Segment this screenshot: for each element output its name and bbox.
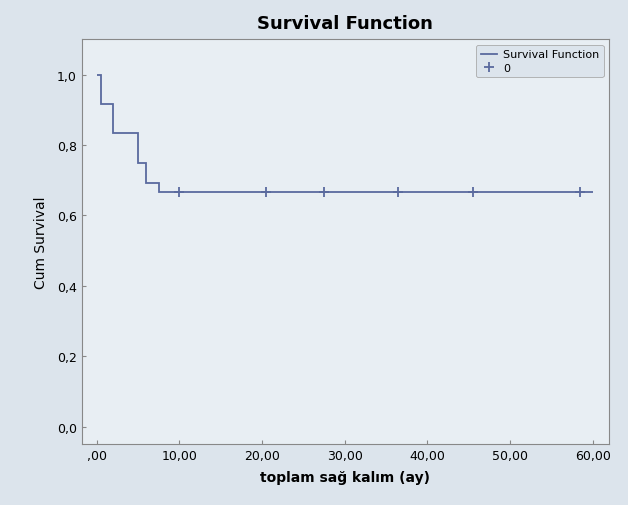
Title: Survival Function: Survival Function bbox=[257, 15, 433, 33]
X-axis label: toplam sağ kalım (ay): toplam sağ kalım (ay) bbox=[261, 471, 430, 484]
Legend: Survival Function, 0: Survival Function, 0 bbox=[476, 46, 604, 78]
Y-axis label: Cum Survival: Cum Survival bbox=[35, 196, 48, 288]
